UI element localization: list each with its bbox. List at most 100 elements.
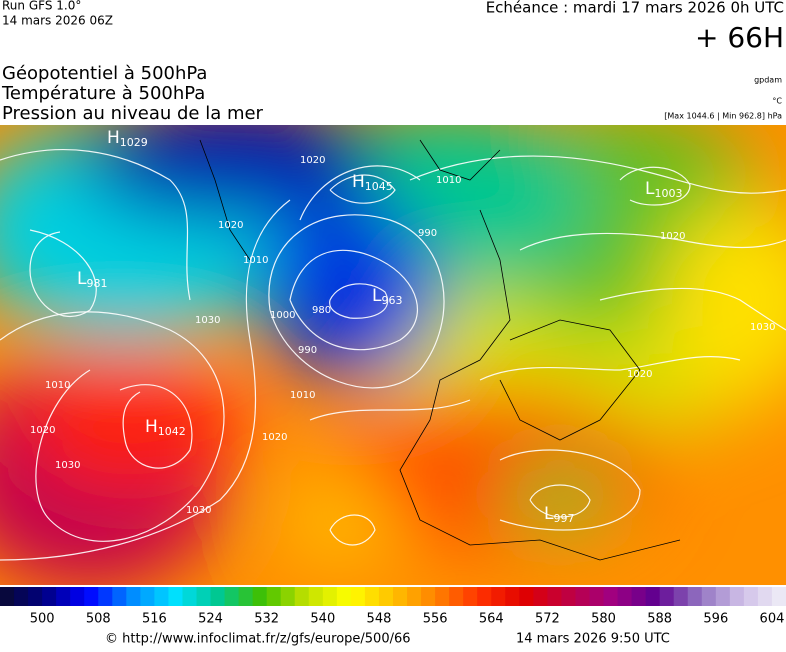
source-url: © http://www.infoclimat.fr/z/gfs/europe/…	[105, 632, 411, 647]
color-cell	[210, 587, 226, 606]
pressure-center: L981	[77, 269, 107, 290]
color-cell	[126, 587, 141, 606]
color-cell	[182, 587, 197, 606]
color-cell	[28, 587, 43, 606]
field-title: Pression au niveau de la mer	[2, 103, 264, 124]
isobar-label: 990	[418, 228, 437, 239]
scale-label: 548	[367, 612, 392, 627]
lead-time: + 66H	[695, 21, 784, 54]
field-title: Température à 500hPa	[1, 83, 205, 104]
scale-label: 540	[310, 612, 335, 627]
scale-label: 572	[535, 612, 560, 627]
color-cell	[70, 587, 85, 606]
isobar-label: 1010	[290, 390, 315, 401]
isobar-label: 1030	[750, 322, 775, 333]
isobar-label: 1020	[218, 220, 243, 231]
scale-label: 524	[198, 612, 223, 627]
color-cell	[533, 587, 548, 606]
color-cell	[519, 587, 534, 606]
color-cell	[477, 587, 492, 606]
field-title: Géopotentiel à 500hPa	[2, 63, 207, 84]
isobar-label: 1030	[195, 315, 220, 326]
color-cell	[364, 587, 380, 606]
color-scale: 500 508 516 524 532 540 548 556 564 572 580 588 596 6…	[0, 587, 786, 627]
isobar-label: 1030	[186, 505, 211, 516]
isobar-label: 1020	[262, 432, 287, 443]
color-cell	[505, 587, 520, 606]
map	[0, 125, 786, 585]
color-cell	[491, 587, 506, 606]
scale-label: 516	[142, 612, 167, 627]
run: Run GFS 1.0°	[2, 0, 81, 13]
color-cell	[140, 587, 155, 606]
isobar-label: 1010	[436, 175, 461, 186]
pressure-center: L963	[372, 286, 402, 307]
scale-label: 564	[479, 612, 504, 627]
color-cell	[715, 587, 731, 606]
color-cell	[84, 587, 99, 606]
color-cell	[238, 587, 254, 606]
unit: [Max 1044.6 | Min 962.8] hPa	[664, 112, 782, 121]
color-cell	[617, 587, 633, 606]
isobar-label: 1020	[660, 231, 685, 242]
color-cell	[771, 587, 786, 606]
isobar-label: 1000	[270, 310, 295, 321]
scale-label: 556	[423, 612, 448, 627]
color-cell	[294, 587, 310, 606]
color-cell	[252, 587, 268, 606]
color-cell	[687, 587, 703, 606]
pressure-center: H1029	[107, 128, 148, 149]
color-cell	[561, 587, 576, 606]
color-cell	[575, 587, 590, 606]
valid-time: Echéance : mardi 17 mars 2026 0h UTC	[486, 0, 784, 17]
color-cell	[224, 587, 240, 606]
generated-time: 14 mars 2026 9:50 UTC	[516, 632, 670, 647]
color-cell	[421, 587, 436, 606]
color-cell	[589, 587, 605, 606]
isobar-label: 1020	[300, 155, 325, 166]
pressure-center: H1042	[145, 417, 186, 438]
color-cell	[98, 587, 113, 606]
color-cell	[280, 587, 296, 606]
color-cell	[631, 587, 647, 606]
color-cell	[463, 587, 478, 606]
color-cell	[56, 587, 71, 606]
unit: °C	[772, 97, 782, 106]
scale-label: 500	[30, 612, 55, 627]
color-cell	[168, 587, 183, 606]
scale-label: 604	[760, 612, 785, 627]
color-cell	[350, 587, 366, 606]
pressure-center: L997	[544, 504, 574, 525]
scale-label: 580	[591, 612, 616, 627]
scale-label: 508	[86, 612, 111, 627]
color-cell	[0, 587, 15, 606]
color-cell	[547, 587, 562, 606]
color-cell	[407, 587, 422, 606]
color-cell	[757, 587, 773, 606]
color-cell	[336, 587, 352, 606]
unit: gpdam	[754, 76, 782, 85]
color-cell	[393, 587, 408, 606]
isobar-label: 1010	[243, 255, 268, 266]
color-cell	[743, 587, 759, 606]
isobar-label: 1020	[30, 425, 55, 436]
color-cell	[645, 587, 661, 606]
color-cell	[266, 587, 282, 606]
isobar-label: 980	[312, 305, 331, 316]
color-cell	[322, 587, 338, 606]
color-cell	[701, 587, 717, 606]
isobar-label: 1010	[45, 380, 70, 391]
color-cell	[378, 587, 394, 606]
color-cell	[308, 587, 324, 606]
scale-label: 588	[647, 612, 672, 627]
color-cell	[196, 587, 212, 606]
pressure-center: L1003	[645, 179, 682, 200]
isobar-label: 990	[298, 345, 317, 356]
pressure-center: H1045	[352, 172, 393, 193]
run-date: 14 mars 2026 06Z	[2, 14, 113, 28]
color-cell	[449, 587, 464, 606]
color-cell	[42, 587, 57, 606]
color-cell	[673, 587, 689, 606]
color-cell	[603, 587, 619, 606]
